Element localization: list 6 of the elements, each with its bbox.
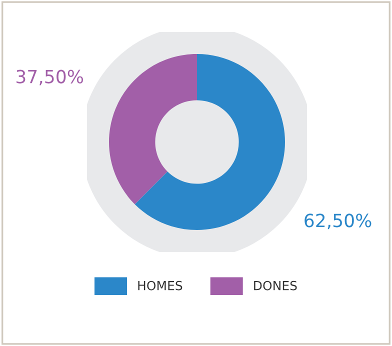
data-label: 62,50% (304, 214, 372, 230)
data-label: 37,50% (16, 70, 84, 86)
legend-label: HOMES (138, 280, 182, 290)
legend-label: DONES (254, 280, 297, 290)
donut-slice (109, 54, 197, 204)
donut-slice (134, 54, 285, 230)
